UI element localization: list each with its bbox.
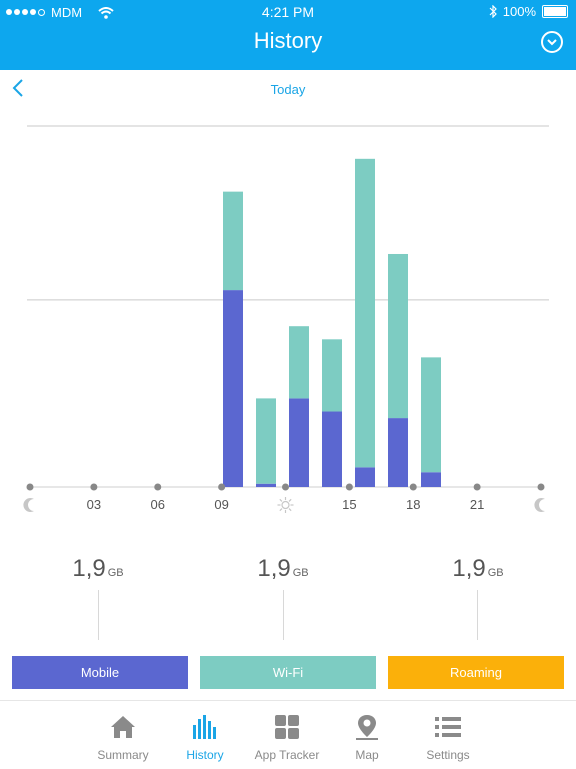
stat-value: 1,9	[452, 555, 486, 582]
bar-wifi	[388, 253, 408, 419]
x-tick-dot	[26, 483, 34, 491]
bar-mobile	[355, 467, 375, 487]
x-tick-dot	[537, 483, 545, 491]
sun-icon	[277, 497, 294, 513]
grid-icon	[275, 715, 299, 739]
tab-label: Summary	[97, 748, 149, 762]
x-tick-label: 21	[470, 497, 484, 512]
mobile-button[interactable]: Mobile	[12, 656, 188, 689]
moon-icon	[534, 498, 545, 512]
divider	[283, 590, 284, 640]
x-tick-dot	[409, 483, 417, 491]
period-bar: Today	[0, 70, 576, 108]
bar-wifi	[256, 398, 276, 484]
stat-unit: GB	[292, 567, 309, 579]
tab-label: History	[186, 748, 224, 762]
x-tick-label: 18	[406, 497, 420, 512]
battery-icon	[542, 5, 568, 18]
clock-icon[interactable]	[540, 30, 564, 54]
home-icon	[111, 716, 135, 738]
status-bar: MDM 4:21 PM 100%	[0, 0, 576, 24]
bar-wifi	[355, 158, 375, 468]
tab-settings[interactable]: Settings	[408, 713, 488, 762]
bar-wifi	[322, 339, 342, 412]
roaming-button[interactable]: Roaming	[388, 656, 564, 689]
tab-map[interactable]: Map	[327, 713, 407, 762]
carrier-name: MDM	[51, 5, 83, 20]
usage-chart: 03 06 09 15 18 21	[23, 125, 549, 513]
bar-chart-icon	[193, 715, 216, 739]
app-header: MDM 4:21 PM 100% History	[0, 0, 576, 70]
tab-bar: Summary History App Tracker Map	[0, 700, 576, 769]
wifi-button[interactable]: Wi-Fi	[200, 656, 376, 689]
stat-unit: GB	[487, 567, 504, 579]
bluetooth-icon	[489, 5, 497, 18]
wifi-usage-stat: 1,9 GB	[213, 555, 353, 583]
x-tick-dot	[218, 483, 226, 491]
x-tick-dot	[282, 483, 289, 491]
period-label[interactable]: Today	[270, 82, 306, 97]
roaming-usage-stat: 1,9 GB	[408, 555, 548, 583]
bar-mobile	[223, 290, 243, 487]
chevron-left-icon[interactable]	[8, 76, 30, 100]
mobile-usage-stat: 1,9 GB	[28, 555, 168, 583]
x-tick-dot	[345, 483, 353, 491]
bar-mobile	[289, 398, 309, 487]
bar-wifi	[289, 326, 309, 399]
divider	[477, 590, 478, 640]
tab-summary[interactable]: Summary	[83, 713, 163, 762]
bar-mobile	[388, 418, 408, 487]
x-tick-label: 15	[342, 497, 356, 512]
bar-mobile	[421, 472, 441, 487]
bar-mobile	[322, 411, 342, 487]
bar-wifi	[223, 191, 243, 291]
divider	[98, 590, 99, 640]
tab-app-tracker[interactable]: App Tracker	[247, 713, 327, 762]
x-tick-label: 06	[151, 497, 165, 512]
bar-wifi	[421, 357, 441, 473]
tab-history[interactable]: History	[165, 713, 245, 762]
stat-value: 1,9	[257, 555, 291, 582]
stat-unit: GB	[107, 567, 124, 579]
tab-label: Settings	[426, 748, 470, 762]
signal-strength-icon	[6, 9, 45, 16]
page-title: History	[253, 28, 323, 53]
x-tick-label: 09	[214, 497, 228, 512]
battery-percent: 100%	[502, 4, 536, 19]
list-icon	[435, 717, 461, 737]
x-tick-label: 03	[87, 497, 101, 512]
tab-label: App Tracker	[254, 748, 320, 762]
x-tick-dot	[473, 483, 481, 491]
x-tick-dot	[154, 483, 162, 491]
x-tick-dot	[90, 483, 98, 491]
moon-icon	[23, 498, 34, 512]
stat-value: 1,9	[72, 555, 106, 582]
tab-label: Map	[355, 748, 379, 762]
bar-mobile	[256, 483, 276, 487]
wifi-icon	[98, 6, 114, 19]
map-pin-icon	[356, 715, 378, 740]
status-time: 4:21 PM	[261, 4, 315, 20]
